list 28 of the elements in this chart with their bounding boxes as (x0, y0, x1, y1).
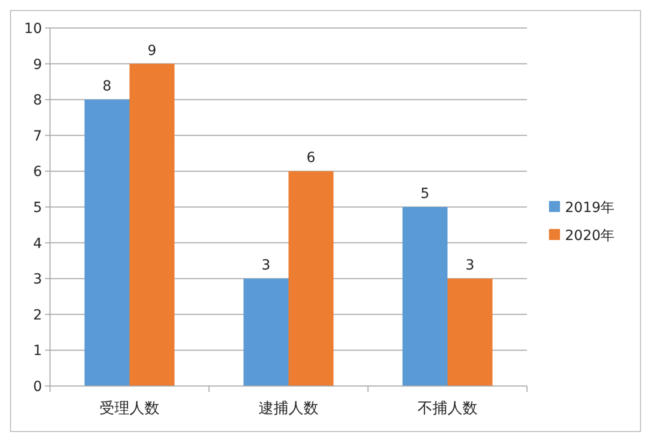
legend-label: 2020年 (565, 228, 615, 244)
y-tick-label: 9 (33, 56, 42, 73)
y-tick-label: 8 (33, 92, 42, 109)
bar (130, 64, 174, 386)
y-tick-label: 10 (24, 21, 42, 37)
data-label: 5 (420, 186, 430, 202)
bar (448, 278, 492, 386)
bar (84, 100, 130, 386)
y-tick-label: 6 (33, 164, 42, 180)
y-tick-label: 4 (33, 236, 42, 252)
bar (244, 278, 288, 386)
data-label: 9 (148, 42, 156, 59)
y-tick-label: 2 (33, 307, 42, 324)
y-tick-label: 3 (33, 272, 42, 288)
data-label: 8 (102, 78, 112, 95)
y-tick-label: 5 (33, 200, 42, 216)
y-tick-label: 1 (33, 343, 42, 360)
data-label: 6 (306, 150, 316, 166)
legend-label: 2019年 (565, 200, 615, 216)
bar (288, 171, 334, 386)
data-label: 3 (262, 258, 270, 274)
y-tick-label: 7 (33, 128, 42, 144)
y-tick-label: 0 (33, 379, 42, 395)
bar (402, 207, 448, 386)
data-label: 3 (466, 258, 474, 274)
x-tick-label: 逮捕人数 (258, 399, 318, 417)
x-tick-label: 受理人数 (100, 399, 160, 417)
x-tick-label: 不捕人数 (418, 399, 478, 417)
